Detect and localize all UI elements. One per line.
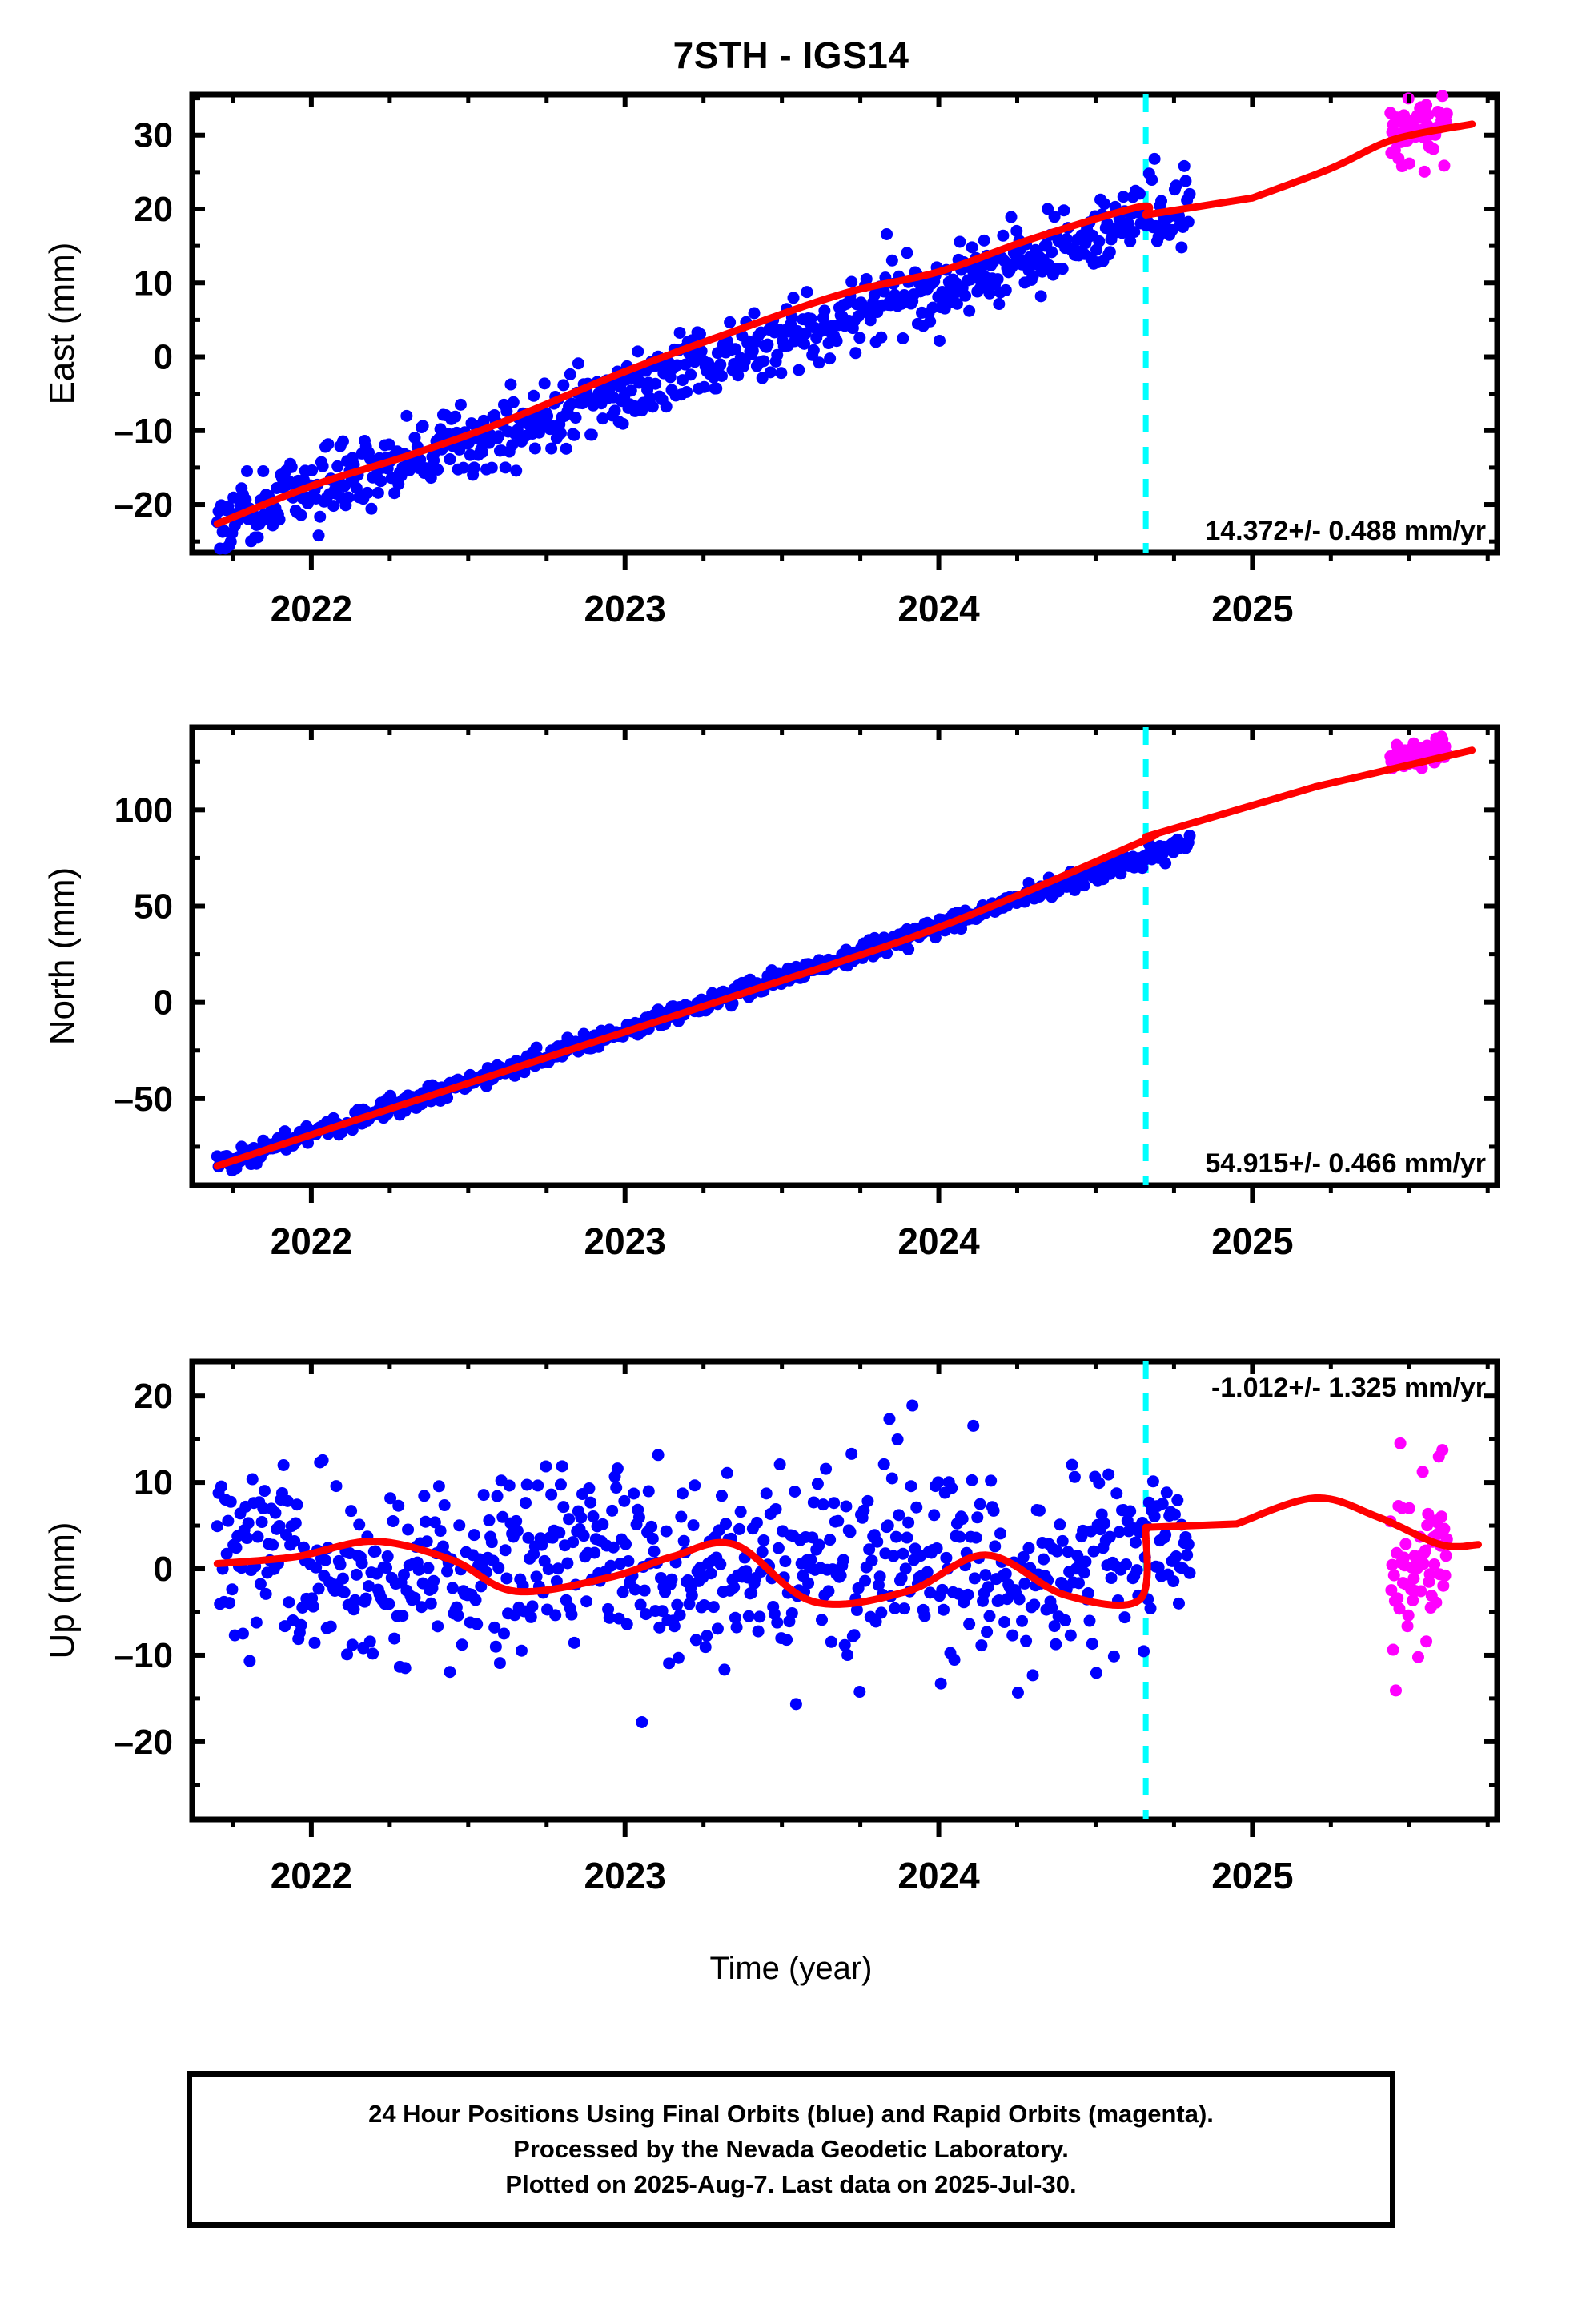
x-tick-label: 2025	[1211, 1220, 1293, 1262]
y-axis-title: Up (mm)	[42, 1522, 82, 1659]
caption-line-1: 24 Hour Positions Using Final Orbits (bl…	[368, 2099, 1214, 2128]
y-tick-label: 20	[134, 1377, 173, 1416]
x-tick-label: 2024	[897, 1220, 980, 1262]
model-fit-segment-2	[1311, 746, 1476, 790]
y-tick-label: 0	[154, 338, 173, 377]
model-fit-segment-2	[1248, 120, 1476, 202]
model-fit-segment-1	[213, 202, 1154, 528]
plot-area-up: –20 –10 0 10 20 2022 2023 2024 2025 -1.012+/- 1.3…	[42, 1358, 1500, 1896]
x-tick-label: 2022	[271, 1855, 352, 1896]
rate-annotation: 14.372+/- 0.488 mm/yr	[1205, 516, 1486, 546]
page-title: 7STH - IGS14	[673, 34, 909, 76]
x-tick-label: 2023	[584, 1220, 666, 1262]
caption-box: 24 Hour Positions Using Final Orbits (bl…	[187, 2071, 1395, 2228]
model-fit-segment-1	[213, 1523, 1151, 1609]
model-fit-segment-1	[213, 830, 1160, 1170]
model-fit-step	[1142, 194, 1256, 219]
y-tick-label: –20	[114, 1723, 173, 1762]
y-tick-label: 0	[154, 1550, 173, 1589]
y-tick-label: –50	[114, 1080, 173, 1119]
y-tick-label: 10	[134, 263, 173, 303]
y-tick-label: 10	[134, 1463, 173, 1502]
plot-frame	[189, 1358, 1500, 1823]
x-tick-label: 2022	[271, 588, 352, 629]
plot-area-east: –20 –10 0 10 20 30 2022 2023 2024 2025 14.372+/- 0…	[42, 90, 1500, 629]
caption-line-2: Processed by the Nevada Geodetic Laborat…	[513, 2134, 1069, 2163]
y-tick-label: 30	[134, 116, 173, 155]
series-rapid-orbits	[1384, 730, 1453, 774]
x-tick-label: 2024	[897, 588, 980, 629]
rate-annotation: 54.915+/- 0.466 mm/yr	[1205, 1148, 1486, 1179]
y-axis-title: East (mm)	[42, 243, 82, 405]
y-tick-label: 20	[134, 190, 173, 229]
x-tick-label: 2023	[584, 1855, 666, 1896]
x-tick-label: 2025	[1211, 588, 1293, 629]
model-fit-step	[1142, 1520, 1241, 1531]
model-fit-step	[1142, 783, 1319, 841]
plot-area-north: –50 0 50 100 2022 2023 2024 2025 54.915+/- 0.466…	[42, 724, 1500, 1262]
x-tick-label: 2022	[271, 1220, 352, 1262]
panel-east: –20 –10 0 10 20 30 2022 2023 2024 2025 14.372+/- 0…	[0, 72, 1582, 633]
y-tick-label: –10	[114, 1636, 173, 1675]
panel-north: –50 0 50 100 2022 2023 2024 2025 54.915+/- 0.466…	[0, 705, 1582, 1265]
y-axis-title: North (mm)	[42, 867, 82, 1045]
caption-line-3: Plotted on 2025-Aug-7. Last data on 2025…	[505, 2170, 1077, 2198]
y-tick-label: –10	[114, 412, 173, 451]
rate-annotation: -1.012+/- 1.325 mm/yr	[1211, 1373, 1486, 1403]
y-tick-label: 50	[134, 887, 173, 927]
model-fit-segment-2	[1233, 1494, 1482, 1550]
y-tick-label: –20	[114, 485, 173, 525]
x-tick-label: 2024	[897, 1855, 980, 1896]
x-tick-label: 2023	[584, 588, 666, 629]
y-tick-label: 0	[154, 983, 173, 1023]
y-tick-label: 100	[114, 790, 173, 830]
panel-up: –20 –10 0 10 20 2022 2023 2024 2025 -1.012+/- 1.3…	[0, 1339, 1582, 1900]
x-axis-title: Time (year)	[709, 1951, 873, 1986]
x-tick-label: 2025	[1211, 1855, 1293, 1896]
